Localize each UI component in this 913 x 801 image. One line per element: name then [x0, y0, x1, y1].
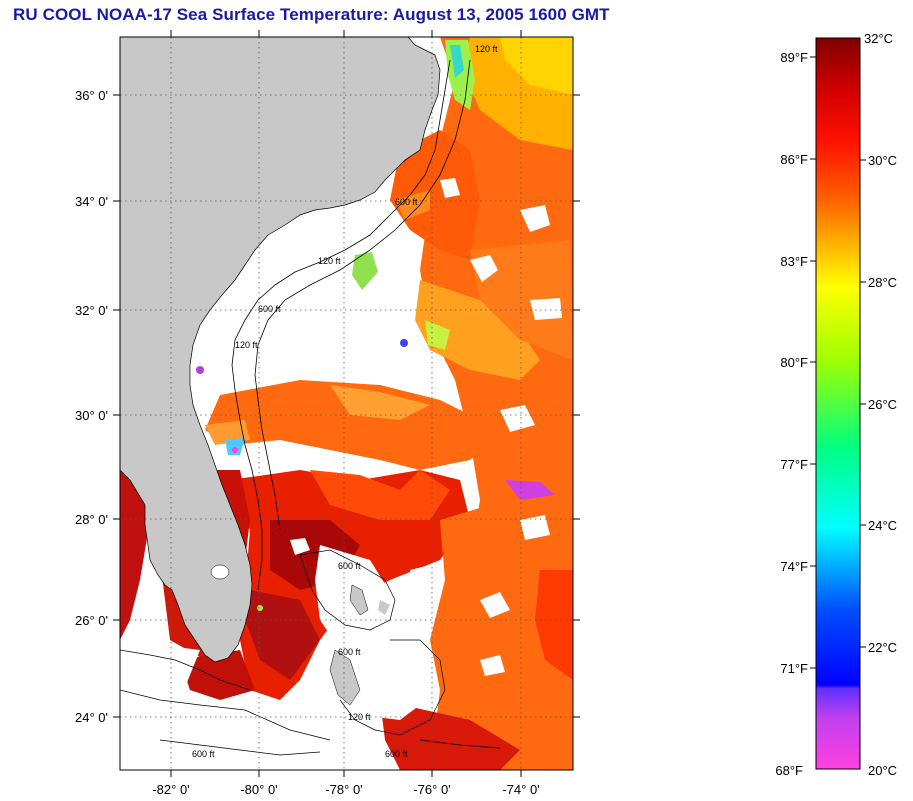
- contour-label: 600 ft: [192, 749, 215, 759]
- contour-label: 600 ft: [385, 749, 408, 759]
- lon-label: -76° 0': [413, 782, 450, 797]
- contour-label: 600 ft: [338, 647, 361, 657]
- lat-label: 30° 0': [75, 408, 108, 423]
- contour-label: 600 ft: [338, 561, 361, 571]
- lat-label: 28° 0': [75, 512, 108, 527]
- colorbar-c-label: 32°C: [864, 31, 893, 46]
- map-graticule: [120, 37, 573, 770]
- lat-label: 36° 0': [75, 88, 108, 103]
- colorbar-f-label: 77°F: [780, 457, 808, 472]
- contour-label: 120 ft: [475, 44, 498, 54]
- lon-label: -74° 0': [502, 782, 539, 797]
- map-ticks: [113, 30, 580, 777]
- colorbar-f-label: 83°F: [780, 254, 808, 269]
- colorbar-c-label: 30°C: [868, 153, 897, 168]
- colorbar-c-label: 20°C: [868, 763, 897, 778]
- lon-label: -78° 0': [325, 782, 362, 797]
- lon-label: -82° 0': [152, 782, 189, 797]
- figure-title: RU COOL NOAA-17 Sea Surface Temperature:…: [13, 5, 610, 24]
- colorbar-f-label: 74°F: [780, 559, 808, 574]
- latitude-labels: 36° 0' 34° 0' 32° 0' 30° 0' 28° 0' 26° 0…: [75, 88, 108, 725]
- sst-layer: [120, 37, 573, 770]
- colorbar-scale: [815, 37, 861, 770]
- colorbar-c-label: 22°C: [868, 640, 897, 655]
- contour-label: 600 ft: [258, 304, 281, 314]
- contour-label: 120 ft: [235, 340, 258, 350]
- colorbar: 89°F 86°F 83°F 80°F 77°F 74°F 71°F 68°F …: [775, 31, 897, 778]
- colorbar-c-label: 26°C: [868, 397, 897, 412]
- lat-label: 24° 0': [75, 710, 108, 725]
- lat-label: 34° 0': [75, 194, 108, 209]
- colorbar-f-label: 86°F: [780, 152, 808, 167]
- colorbar-f-label: 89°F: [780, 50, 808, 65]
- lat-label: 32° 0': [75, 303, 108, 318]
- colorbar-f-label: 80°F: [780, 355, 808, 370]
- colorbar-f-label: 71°F: [780, 661, 808, 676]
- colorbar-c-label: 24°C: [868, 518, 897, 533]
- contour-labels: 120 ft 600 ft 120 ft 600 ft 120 ft 600 f…: [192, 44, 498, 759]
- colorbar-f-label: 68°F: [775, 763, 803, 778]
- map-border: [119, 36, 574, 771]
- contour-label: 120 ft: [318, 256, 341, 266]
- us-landmass: [120, 37, 441, 663]
- longitude-labels: -82° 0' -80° 0' -78° 0' -76° 0' -74° 0': [152, 782, 539, 797]
- contour-label: 120 ft: [348, 712, 371, 722]
- colorbar-c-label: 28°C: [868, 275, 897, 290]
- contour-label: 600 ft: [395, 197, 418, 207]
- lat-label: 26° 0': [75, 613, 108, 628]
- lon-label: -80° 0': [240, 782, 277, 797]
